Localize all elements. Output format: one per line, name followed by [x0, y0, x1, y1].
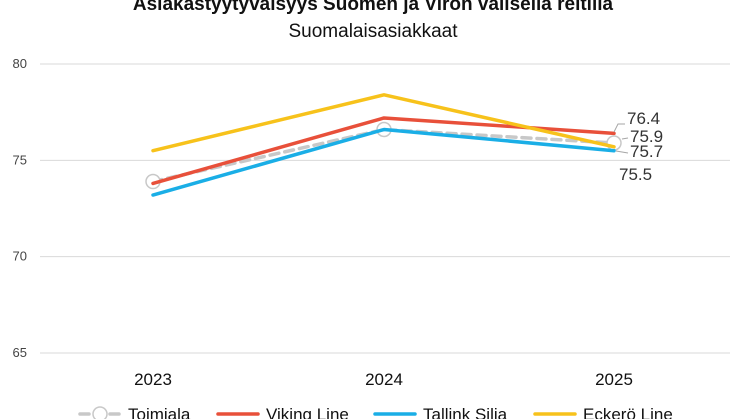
y-tick-label: 70	[13, 249, 27, 264]
label-leader-line	[613, 123, 625, 133]
x-tick-label: 2024	[365, 370, 403, 389]
series-layer	[145, 93, 622, 197]
legend: Toimiala Viking Line Tallink Silja Eckerö L…	[78, 405, 673, 419]
data-labels: 75.976.4 75.5 75.7	[613, 109, 663, 184]
x-tick-label: 2025	[595, 370, 633, 389]
data-label: 75.9	[630, 127, 663, 146]
y-tick-label: 80	[13, 56, 27, 71]
y-tick-label: 75	[13, 152, 27, 167]
x-tick-label: 2023	[134, 370, 172, 389]
data-label: 76.4	[627, 109, 660, 128]
legend-label: Tallink Silja	[423, 405, 508, 419]
label-leader-line	[615, 150, 629, 154]
chart-subtitle: Suomalaisasiakkaat	[289, 21, 459, 42]
legend-label: Eckerö Line	[583, 405, 673, 419]
chart-title: Asiakastyytyväisyys Suomen ja Viron väli…	[133, 0, 614, 15]
legend-label: Viking Line	[266, 405, 349, 419]
y-tick-label: 65	[13, 345, 27, 360]
series-line-toimiala	[151, 127, 616, 184]
grid: 65 70 75 80	[13, 56, 730, 360]
series-line-tallink-silja	[151, 127, 616, 197]
legend-marker	[92, 406, 108, 419]
label-leader-line	[621, 137, 629, 140]
series-line-ecker-line	[151, 93, 616, 153]
x-axis: 2023 2024 2025	[134, 370, 633, 389]
legend-label: Toimiala	[128, 405, 191, 419]
data-label: 75.7	[630, 142, 663, 161]
data-label: 75.5	[619, 165, 652, 184]
